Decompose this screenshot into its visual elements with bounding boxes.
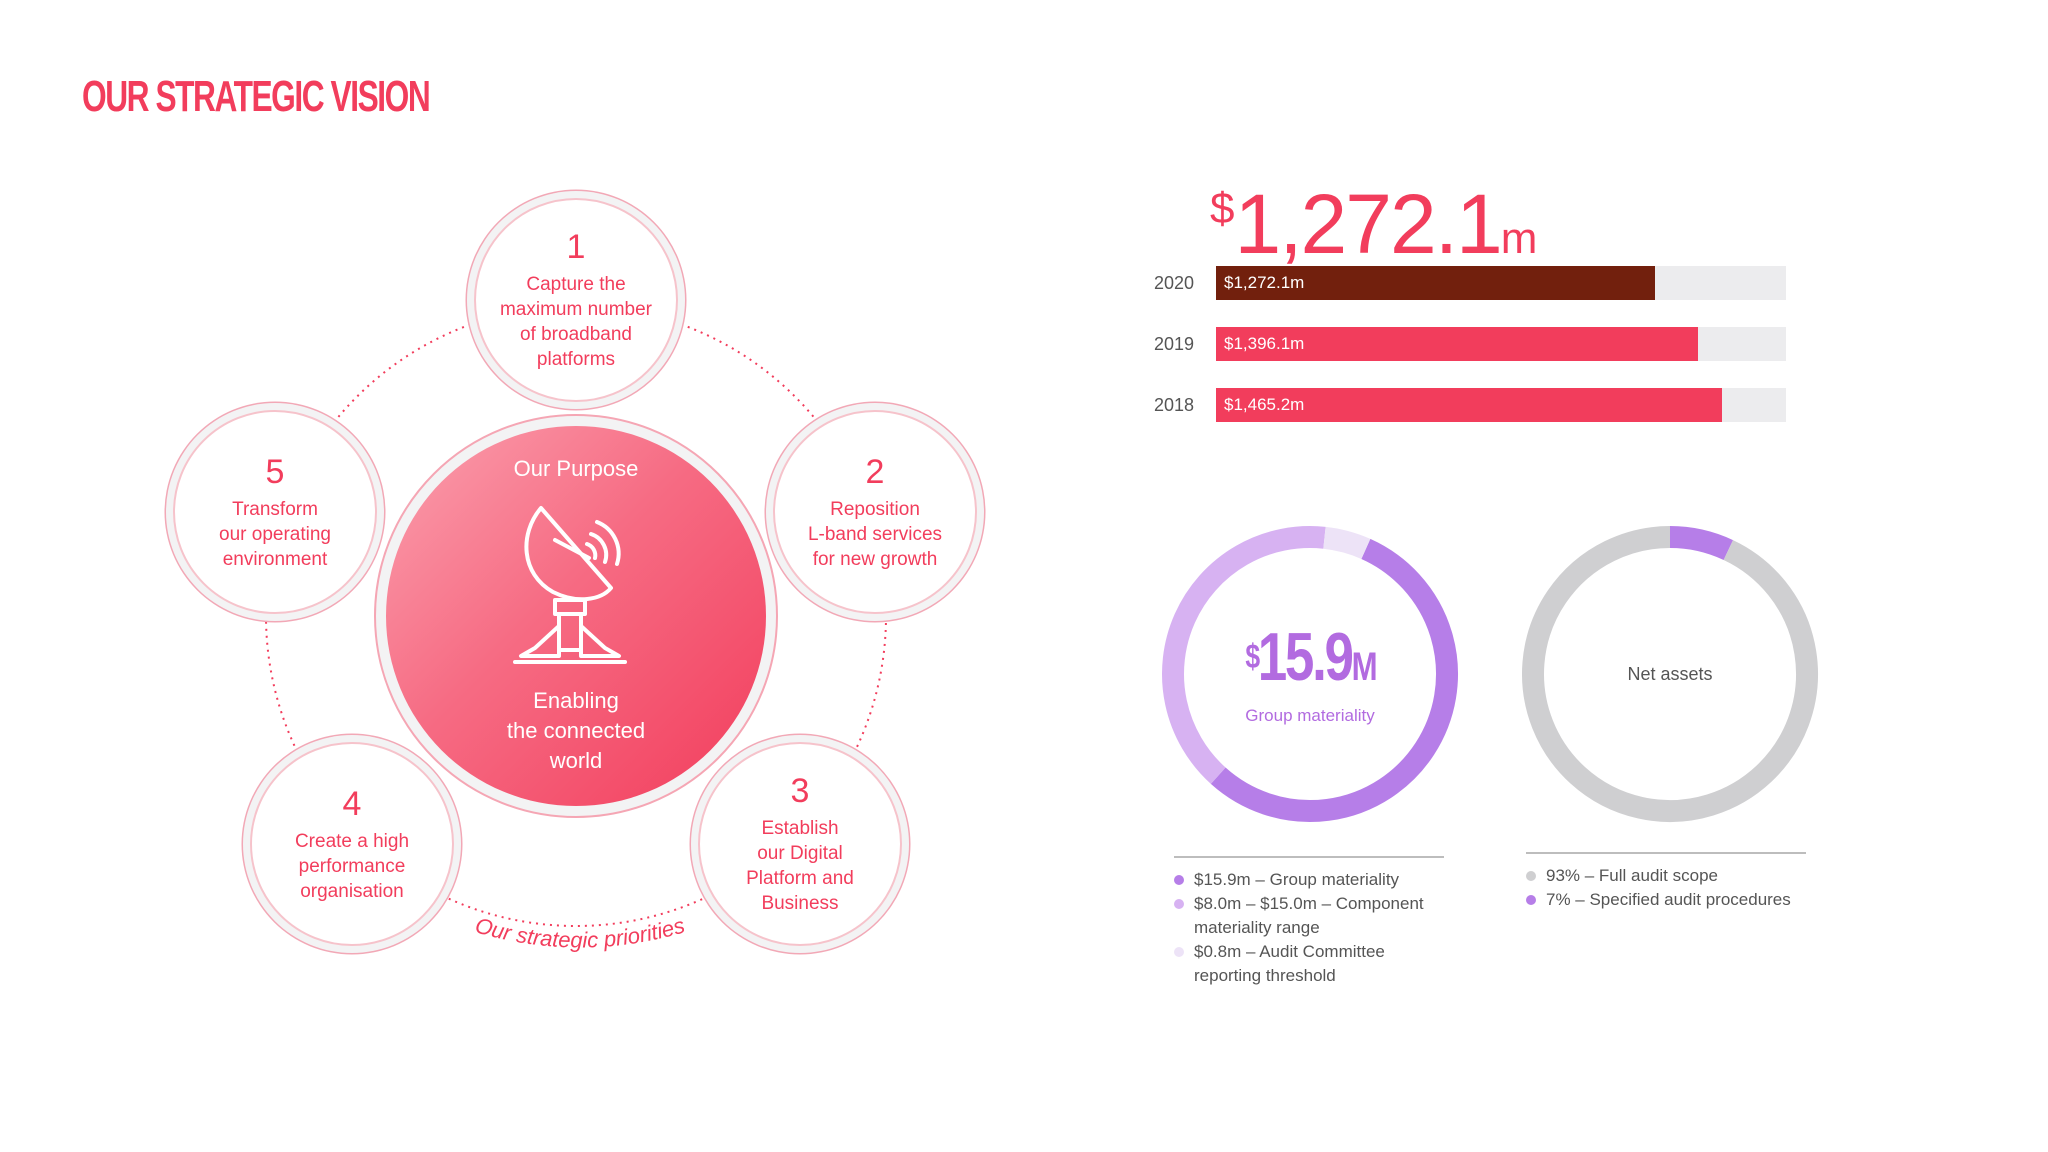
bar-row-2019: 2019 $1,396.1m — [1150, 327, 1786, 361]
donut-segment-2 — [1323, 526, 1371, 560]
legend-dot — [1174, 875, 1184, 885]
bar-value-label: $1,465.2m — [1224, 395, 1305, 414]
net-assets-label: Net assets — [1627, 663, 1713, 684]
net-assets-legend: 93% – Full audit scope 7% – Specified au… — [1526, 852, 1806, 912]
priority-text: Capture the maximum number of broadband … — [499, 274, 653, 370]
priority-number: 5 — [265, 452, 285, 491]
bar-2020 — [1216, 266, 1656, 300]
materiality-currency: $ — [1245, 638, 1260, 676]
legend-item: 7% – Specified audit procedures — [1526, 888, 1806, 912]
bar-row-2020: 2020 $1,272.1m — [1150, 266, 1786, 300]
bar-value-label: $1,396.1m — [1224, 334, 1305, 353]
purpose-title: Our Purpose — [513, 456, 639, 481]
legend-text: $8.0m – $15.0m – Component materiality r… — [1194, 894, 1424, 937]
svg-text:Our strategic priorities: Our strategic priorities — [473, 912, 688, 952]
materiality-center: $15.9M Group materiality — [1160, 524, 1460, 824]
legend-dot — [1526, 871, 1536, 881]
materiality-number: 15.9 — [1257, 619, 1353, 695]
legend-item: 93% – Full audit scope — [1526, 864, 1806, 888]
purpose-text: Enabling the connected world — [506, 688, 646, 773]
legend-text: 7% – Specified audit procedures — [1546, 890, 1791, 909]
priority-number: 1 — [566, 228, 586, 266]
legend-text: 93% – Full audit scope — [1546, 866, 1718, 885]
priority-text: Reposition L-band services for new growt… — [807, 498, 943, 570]
bar-row-2018: 2018 $1,465.2m — [1150, 388, 1786, 422]
donut-segment-1 — [1162, 526, 1326, 784]
materiality-value: $15.9M — [1245, 619, 1377, 702]
headline-number: 1,272.1 — [1234, 177, 1502, 271]
legend-dot — [1174, 947, 1184, 957]
materiality-legend: $15.9m – Group materiality $8.0m – $15.0… — [1174, 856, 1444, 988]
net-assets-center: Net assets — [1520, 524, 1820, 824]
priority-4: 4 Create a high performance organisation — [250, 742, 454, 946]
priority-number: 4 — [342, 784, 362, 823]
priority-3: 3 Establish our Digital Platform and Bus… — [698, 742, 902, 946]
legend-item: $0.8m – Audit Committee reporting thresh… — [1174, 940, 1444, 988]
headline-unit: m — [1500, 214, 1538, 263]
bar-track: $1,396.1m — [1216, 327, 1786, 361]
legend-item: $8.0m – $15.0m – Component materiality r… — [1174, 892, 1444, 940]
materiality-donut — [1160, 524, 1460, 829]
legend-dot — [1174, 899, 1184, 909]
priority-5: 5 Transform our operating environment — [173, 410, 377, 614]
legend-divider — [1174, 856, 1444, 858]
headline-currency: $ — [1210, 184, 1235, 233]
bar-year-label: 2019 — [1154, 333, 1195, 354]
donut-segment-0 — [1210, 538, 1458, 822]
materiality-unit: M — [1351, 645, 1377, 689]
priority-number: 3 — [790, 772, 810, 810]
legend-item: $15.9m – Group materiality — [1174, 868, 1444, 892]
bar-year-label: 2020 — [1154, 272, 1195, 293]
bar-track: $1,272.1m — [1216, 266, 1786, 300]
priority-2: 2 Reposition L-band services for new gro… — [773, 410, 977, 614]
bar-2018 — [1216, 388, 1723, 422]
page-title: OUR STRATEGIC VISION — [82, 72, 431, 121]
legend-dot — [1526, 895, 1536, 905]
legend-text: $0.8m – Audit Committee reporting thresh… — [1194, 942, 1385, 985]
bar-2019 — [1216, 327, 1699, 361]
net-assets-donut — [1520, 524, 1820, 829]
priority-text: Create a high performance organisation — [294, 830, 410, 902]
bar-track: $1,465.2m — [1216, 388, 1786, 422]
legend-divider — [1526, 852, 1806, 854]
headline-value: $1,272.1m — [1210, 176, 1537, 273]
purpose-circle: Our Purpose Enabling the connected world — [386, 426, 766, 806]
bar-value-label: $1,272.1m — [1224, 273, 1305, 292]
donut-segment-1 — [1522, 526, 1818, 822]
priority-1: 1 Capture the maximum number of broadban… — [474, 198, 678, 402]
bar-year-label: 2018 — [1154, 394, 1195, 415]
priority-text: Transform our operating environment — [219, 498, 331, 570]
satellite-dish-icon — [511, 496, 641, 676]
donut-segment-0 — [1669, 526, 1734, 561]
priority-text: Establish our Digital Platform and Busin… — [746, 818, 854, 914]
legend-text: $15.9m – Group materiality — [1194, 870, 1400, 889]
priority-number: 2 — [865, 452, 885, 491]
materiality-label: Group materiality — [1245, 706, 1375, 725]
